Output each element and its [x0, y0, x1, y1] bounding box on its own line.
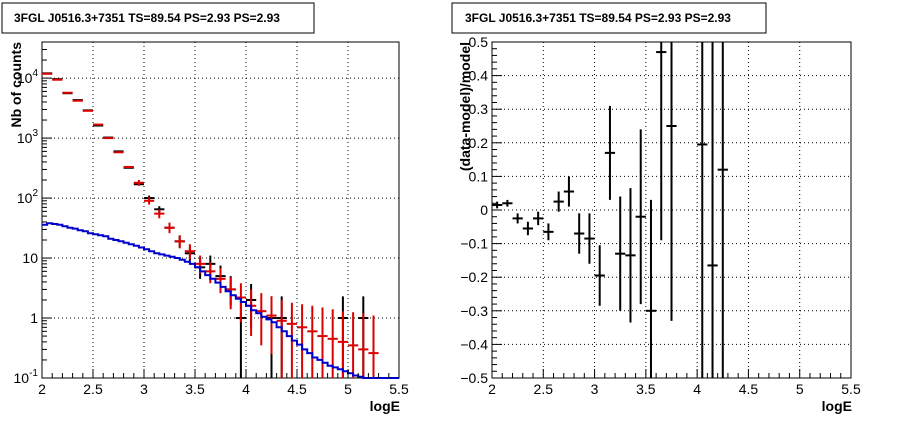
y-tick-label: 0 — [480, 202, 488, 218]
counts-y-ticks: 10-1 1 10 102 103 104 — [14, 48, 52, 386]
model-point — [276, 299, 287, 378]
y-tick-label: 0.1 — [469, 168, 489, 184]
residuals-point — [666, 42, 677, 321]
residuals-point — [594, 245, 605, 306]
x-tick-label: 3.5 — [636, 381, 656, 397]
residuals-point — [656, 42, 667, 241]
residuals-series — [492, 42, 728, 378]
x-tick-label: 5.5 — [389, 381, 409, 397]
model-point — [266, 296, 277, 355]
model-point — [133, 180, 144, 186]
x-tick-label: 4.5 — [287, 381, 307, 397]
model-point — [256, 293, 267, 346]
residuals-point — [635, 129, 646, 305]
model-point — [205, 262, 216, 284]
residuals-point — [553, 191, 564, 212]
model-point — [174, 235, 185, 249]
y-tick-label: −0.4 — [460, 336, 488, 352]
x-tick-label: 2 — [38, 381, 46, 397]
y-tick-label: −0.2 — [460, 269, 488, 285]
residuals-point — [533, 211, 544, 226]
x-tick-label: 4.5 — [739, 381, 759, 397]
counts-title-box — [1, 2, 315, 34]
x-tick-label: 3.5 — [185, 381, 205, 397]
counts-x-ticks: 2 2.5 3 3.5 4 4.5 5 5.5 — [38, 369, 409, 397]
y-tick-label: 102 — [17, 188, 39, 206]
residuals-point — [615, 196, 626, 311]
x-tick-label: 5 — [796, 381, 804, 397]
residuals-title-box — [451, 2, 767, 34]
y-tick-label: 0.5 — [469, 34, 489, 50]
counts-grid — [42, 42, 399, 378]
model-point — [184, 244, 195, 260]
model-point — [348, 312, 359, 378]
counts-title: 3FGL J0516.3+7351 TS=89.54 PS=2.93 PS=2.… — [14, 11, 280, 25]
y-tick-label: 1 — [30, 310, 38, 326]
counts-plot-frame — [41, 41, 400, 379]
residuals-point — [584, 213, 595, 264]
model-point — [297, 304, 308, 378]
model-point — [154, 209, 165, 219]
x-tick-label: 4 — [242, 381, 250, 397]
y-tick-label: 104 — [17, 68, 39, 86]
counts-series — [42, 72, 399, 379]
counts-y-label: Nb of counts — [8, 42, 24, 128]
residuals-point — [604, 105, 616, 200]
model-point — [368, 315, 379, 378]
x-tick-label: 2.5 — [534, 381, 554, 397]
residuals-point — [697, 42, 708, 378]
y-tick-label: 10-1 — [14, 368, 39, 386]
residuals-point — [543, 223, 554, 241]
residuals-x-ticks: 2 2.5 3 3.5 4 4.5 5 5.5 — [488, 369, 861, 397]
y-tick-label: 10 — [22, 250, 38, 266]
residuals-point — [574, 213, 585, 254]
residuals-point — [563, 176, 575, 207]
residuals-x-label: logE — [822, 398, 852, 414]
residuals-y-ticks: −0.5 −0.4 −0.3 −0.2 −0.1 0 0.1 0.2 0.3 0.4 0.5 — [460, 34, 502, 386]
residuals-title: 3FGL J0516.3+7351 TS=89.54 PS=2.93 PS=2.… — [465, 11, 731, 25]
residuals-point — [707, 42, 718, 378]
x-tick-label: 2.5 — [83, 381, 103, 397]
residuals-panel: 3FGL J0516.3+7351 TS=89.54 PS=2.93 PS=2.… — [451, 2, 861, 414]
residuals-point — [492, 201, 503, 209]
background-histogram — [42, 222, 399, 379]
y-tick-label: 103 — [17, 128, 39, 146]
y-tick-label: −0.3 — [460, 303, 488, 319]
model-point — [164, 222, 175, 234]
model-point — [215, 268, 226, 294]
x-tick-label: 5 — [344, 381, 352, 397]
model-point — [317, 307, 328, 378]
model-point — [358, 313, 369, 378]
residuals-point — [502, 199, 513, 207]
residuals-y-label: (data-model)/model — [457, 42, 473, 171]
residuals-point — [717, 42, 728, 378]
x-tick-label: 2 — [488, 381, 496, 397]
counts-x-label: logE — [370, 398, 400, 414]
y-tick-label: −0.5 — [460, 370, 488, 386]
residuals-point — [512, 213, 523, 224]
y-tick-label: −0.1 — [460, 236, 488, 252]
residuals-point — [522, 221, 534, 236]
y-tick-label: 0.4 — [469, 68, 489, 84]
counts-panel: 3FGL J0516.3+7351 TS=89.54 PS=2.93 PS=2.… — [1, 2, 409, 414]
y-tick-label: 0.2 — [469, 135, 489, 151]
model-point — [144, 197, 155, 205]
x-tick-label: 5.5 — [841, 381, 861, 397]
model-point — [246, 289, 257, 337]
y-tick-label: 0.3 — [469, 101, 489, 117]
residuals-point — [625, 188, 636, 323]
x-tick-label: 3 — [591, 381, 599, 397]
residuals-point — [645, 199, 657, 378]
x-tick-label: 4 — [693, 381, 701, 397]
x-tick-label: 3 — [140, 381, 148, 397]
model-point — [307, 305, 318, 378]
residuals-grid — [492, 42, 851, 378]
model-point — [337, 311, 348, 378]
